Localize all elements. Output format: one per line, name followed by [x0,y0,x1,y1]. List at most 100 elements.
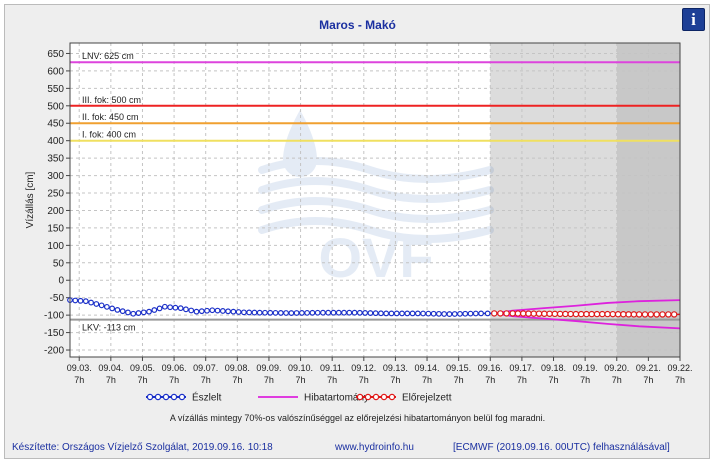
forecast-point [551,310,559,318]
observed-point [209,307,216,314]
observed-point [114,307,121,313]
legend-label-0: Észlelt [192,391,222,404]
observed-point [393,310,400,317]
x-tick-label-date: 09.12. [351,363,376,373]
observed-point [125,309,131,316]
forecast-point [647,311,655,318]
footer-website-link[interactable]: www.hydroinfo.hu [335,442,414,453]
observed-point [351,309,358,316]
observed-point [367,310,374,316]
y-axis-label: Vízállás [cm] [25,171,36,228]
legend-marker-0 [178,393,186,401]
observed-point [388,310,395,317]
y-tick-label: -100 [44,311,64,322]
observed-point [304,309,311,316]
observed-point [230,308,237,315]
x-tick-label-hour: 7h [422,375,432,385]
y-tick-label: 300 [47,171,64,182]
reference-line-label-1: III. fok: 500 cm [82,95,141,105]
y-tick-label: 250 [47,189,64,200]
forecast-point [641,311,649,318]
forecast-point [588,310,595,318]
observed-point [346,309,353,316]
observed-point [277,310,284,316]
observed-point [362,310,369,316]
observed-point [130,310,137,317]
forecast-point [556,310,564,318]
x-tick-label-date: 09.13. [383,363,408,373]
forecast-point [530,310,537,317]
plot-border [69,42,681,358]
observed-point [256,309,263,316]
observed-point [320,309,326,316]
forecast-point [614,311,622,318]
legend-marker-2 [364,393,372,401]
observed-point [298,310,305,316]
legend-marker-2 [380,393,388,401]
observed-point [119,308,126,315]
y-tick-label: 0 [58,276,64,287]
reference-line-label-2: II. fok: 450 cm [82,112,139,122]
watermark-drop [283,110,317,177]
observed-point [219,308,226,314]
observed-point [356,309,363,316]
observed-point [93,301,100,307]
x-tick-label-date: 09.20. [604,363,629,373]
x-tick-label-hour: 7h [296,375,306,385]
forecast-point [562,310,569,318]
observed-point [330,309,337,316]
observed-point [414,310,421,317]
y-tick-label: 50 [53,258,65,269]
x-tick-label-hour: 7h [169,375,179,385]
observed-point [188,307,195,314]
chart-title: Maros - Makó [319,18,396,32]
observed-point [378,310,384,317]
observed-point [72,297,79,304]
observed-point [135,310,142,316]
observed-point [246,309,253,316]
observed-point [262,309,268,316]
forecast-point [659,311,666,318]
legend-marker-0 [162,393,170,401]
x-tick-label-hour: 7h [643,375,653,385]
x-tick-label-date: 09.14. [415,363,440,373]
observed-point [478,310,484,317]
y-tick-label: -150 [44,328,64,339]
x-tick-label-date: 09.22. [667,363,692,373]
observed-point [151,307,158,313]
observed-point [103,303,110,310]
observed-point [167,304,174,311]
x-tick-label-date: 09.04. [98,363,123,373]
x-tick-label-hour: 7h [454,375,464,385]
x-tick-label-hour: 7h [390,375,400,385]
observed-point [335,309,342,316]
x-tick-label-date: 09.06. [162,363,187,373]
observed-point [441,311,448,317]
y-tick-label: 400 [47,136,64,147]
observed-point [198,308,205,315]
observed-point [251,309,258,316]
forecast-point [572,310,580,318]
x-tick-label-date: 09.18. [541,363,566,373]
legend-marker-2 [356,393,364,401]
info-icon[interactable]: i [682,8,705,31]
observed-point [325,309,332,316]
watermark-wave-1 [258,177,494,203]
observed-point [109,305,116,312]
x-tick-label-hour: 7h [675,375,685,385]
forecast-point [541,310,548,317]
forecast-point [525,310,532,317]
forecast-point [546,310,553,317]
observed-point [82,298,89,305]
reference-line-label-3: I. fok: 400 cm [82,130,136,140]
legend-marker-0 [146,393,154,401]
x-tick-label-hour: 7h [359,375,369,385]
x-tick-label-hour: 7h [485,375,495,385]
y-tick-label: 100 [47,241,64,252]
observed-point [98,302,105,309]
x-tick-label-date: 09.15. [446,363,471,373]
forecast-point [520,310,527,317]
observed-point [457,310,463,317]
footer-credit: Készítette: Országos Vízjelző Szolgálat,… [12,442,273,453]
